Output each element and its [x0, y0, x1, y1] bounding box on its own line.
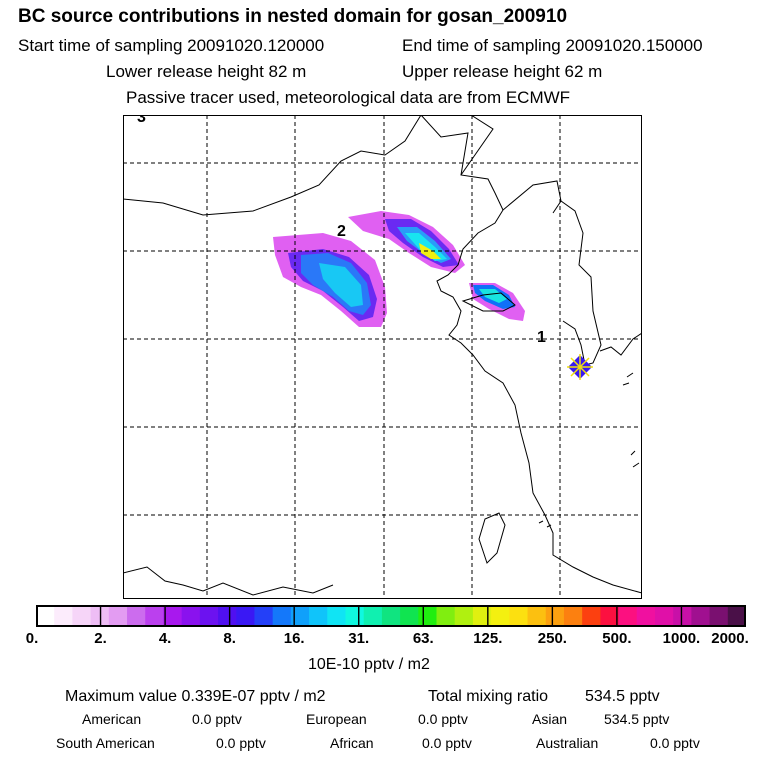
colorbar-tick-label: 4. [158, 630, 172, 647]
colorbar-swatch [491, 605, 510, 627]
map-frame [123, 115, 642, 599]
end-time: End time of sampling 20091020.150000 [402, 36, 703, 55]
maximum-value: Maximum value 0.339E-07 pptv / m2 [65, 688, 326, 705]
colorbar-swatch [618, 605, 638, 627]
african-value: 0.0 pptv [422, 735, 472, 751]
colorbar [36, 605, 746, 627]
european-value: 0.0 pptv [418, 711, 468, 727]
colorbar-tick-label: 1000. [662, 630, 701, 647]
colorbar-swatch [545, 605, 565, 627]
colorbar-swatch [145, 605, 164, 627]
asian-value: 534.5 pptv [604, 711, 670, 727]
asian-label: Asian [532, 711, 568, 727]
colorbar-swatch [127, 605, 146, 627]
colorbar-swatch [636, 605, 656, 627]
colorbar-swatch [163, 605, 183, 627]
colorbar-tick-label: 31. [348, 630, 370, 647]
map-title: BC source contributions in nested domain… [18, 6, 568, 27]
colorbar-swatch [418, 605, 438, 627]
colorbar-tick-label: 2. [94, 630, 107, 647]
colorbar-swatch [218, 605, 237, 627]
colorbar-swatch [691, 605, 711, 627]
receptor-marker [567, 354, 593, 380]
colorbar-swatch [72, 605, 92, 627]
south-american-label: South American [56, 735, 155, 751]
total-mixing-ratio-label: Total mixing ratio [428, 688, 549, 705]
plume-shandong [469, 283, 525, 321]
colorbar-swatch [345, 605, 365, 627]
colorbar-swatch [272, 605, 292, 627]
american-value: 0.0 pptv [192, 711, 242, 727]
colorbar-swatch [436, 605, 456, 627]
source-contribution-map: 3 2 1 [123, 115, 642, 599]
colorbar-tick-label: 16. [283, 630, 305, 647]
colorbar-swatch [727, 605, 746, 627]
lower-release-height: Lower release height 82 m [106, 62, 307, 81]
colorbar-unit: 10E-10 pptv / m2 [308, 656, 430, 673]
colorbar-swatch [181, 605, 201, 627]
upper-release-height: Upper release height 62 m [402, 62, 603, 81]
colorbar-swatch [236, 605, 255, 627]
colorbar-swatch [509, 605, 529, 627]
colorbar-swatch [36, 605, 55, 627]
cluster-label-3: 3 [137, 115, 146, 126]
colorbar-tick-label: 500. [602, 630, 632, 647]
american-label: American [82, 711, 142, 727]
colorbar-swatch [54, 605, 73, 627]
colorbar-swatch [309, 605, 328, 627]
colorbar-swatch [673, 605, 692, 627]
colorbar-tick-label: 125. [473, 630, 503, 647]
cluster-label-1: 1 [537, 329, 546, 346]
tracer-note: Passive tracer used, meteorological data… [126, 88, 571, 107]
colorbar-tick-label: 8. [223, 630, 236, 647]
coastlines [123, 115, 642, 596]
australian-value: 0.0 pptv [650, 735, 700, 751]
colorbar-swatch [199, 605, 219, 627]
plume-north [348, 211, 465, 273]
australian-label: Australian [536, 735, 599, 751]
cluster-label-2: 2 [337, 223, 346, 240]
colorbar-swatch [709, 605, 729, 627]
colorbar-swatch [400, 605, 419, 627]
colorbar-swatch [582, 605, 601, 627]
south-american-value: 0.0 pptv [216, 735, 266, 751]
colorbar-swatch [108, 605, 128, 627]
colorbar-swatch [363, 605, 383, 627]
african-label: African [330, 735, 374, 751]
colorbar-tick-label: 250. [537, 630, 567, 647]
colorbar-swatch [472, 605, 492, 627]
colorbar-swatch [654, 605, 674, 627]
european-label: European [306, 711, 367, 727]
colorbar-tick-label: 0. [25, 630, 39, 647]
total-mixing-ratio-value: 534.5 pptv [584, 688, 660, 705]
colorbar-tick-label: 63. [412, 630, 434, 647]
colorbar-border [36, 605, 746, 627]
colorbar-swatch [290, 605, 310, 627]
colorbar-swatch [454, 605, 474, 627]
colorbar-swatch [527, 605, 547, 627]
colorbar-swatch [563, 605, 583, 627]
total-mixing-ratio: Total mixing ratio 534.5 pptv [428, 688, 660, 706]
colorbar-swatch [254, 605, 274, 627]
colorbar-tick-label: 2000. [711, 630, 749, 647]
plume-west [273, 233, 387, 327]
colorbar-swatch [381, 605, 401, 627]
lat-lon-grid [123, 115, 642, 599]
start-time: Start time of sampling 20091020.120000 [18, 36, 325, 55]
colorbar-swatch [600, 605, 620, 627]
colorbar-swatch [327, 605, 346, 627]
